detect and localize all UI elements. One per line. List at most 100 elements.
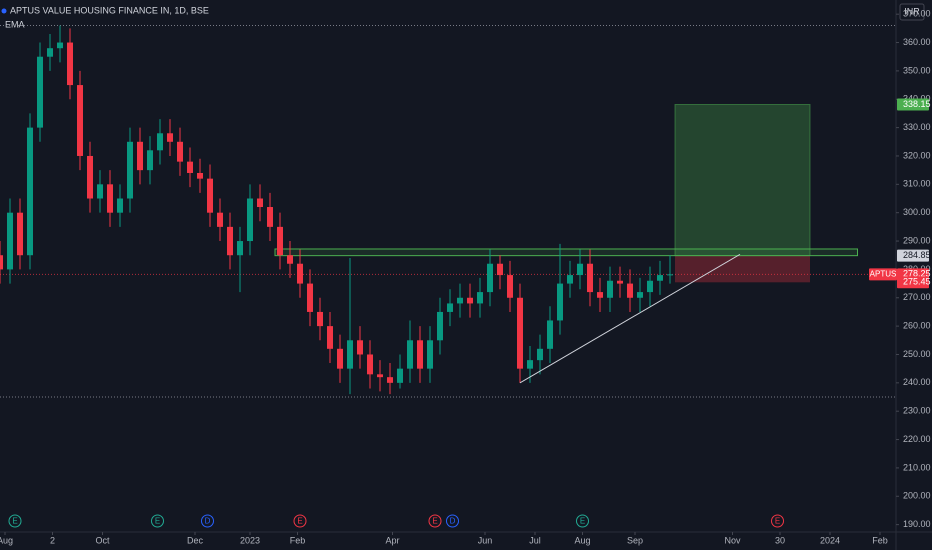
target-zone: [674, 104, 811, 257]
event-label[interactable]: E: [580, 517, 585, 526]
candle-body: [597, 292, 603, 298]
x-tick-label: Oct: [95, 535, 110, 545]
candle-body: [97, 184, 103, 199]
candle-body: [427, 340, 433, 369]
price-tag: [897, 98, 929, 111]
candle-body: [627, 283, 633, 298]
y-tick-label: 290.00: [903, 235, 931, 245]
candle-body: [157, 133, 163, 151]
candle-body: [237, 241, 243, 256]
candle-body: [547, 320, 553, 349]
y-tick-label: 230.00: [903, 406, 931, 416]
candle-body: [437, 311, 443, 341]
x-tick-label: 2024: [820, 535, 840, 545]
candle-body: [247, 198, 253, 242]
x-tick-label: Jun: [478, 535, 493, 545]
x-tick-label: Jul: [529, 535, 541, 545]
symbol-dot: [1, 8, 7, 14]
candle-body: [617, 280, 623, 284]
candle-body: [117, 198, 123, 213]
candle-body: [57, 42, 63, 49]
event-icon[interactable]: [151, 514, 164, 528]
x-tick-label: Aug: [0, 535, 13, 545]
event-icon[interactable]: [293, 514, 307, 528]
x-tick-label: Nov: [724, 535, 741, 545]
candle-body: [287, 255, 293, 264]
event-icon[interactable]: [8, 514, 22, 528]
y-tick-label: 270.00: [903, 292, 931, 302]
event-label[interactable]: E: [432, 517, 437, 526]
symbol-tag-label: APTUS: [870, 269, 897, 278]
event-icon[interactable]: [576, 514, 589, 528]
y-tick-label: 370.00: [903, 9, 931, 19]
x-tick-label: Dec: [187, 535, 204, 545]
trendline: [519, 253, 741, 384]
candle-body: [497, 263, 503, 276]
candle-body: [0, 255, 3, 270]
candle-body: [387, 377, 393, 383]
candle-body: [477, 292, 483, 304]
candle-body: [187, 161, 193, 173]
candle-body: [17, 212, 23, 256]
y-tick-label: 190.00: [903, 519, 931, 529]
event-icon[interactable]: [428, 514, 442, 528]
candle-body: [207, 178, 213, 213]
event-label[interactable]: D: [205, 517, 211, 526]
currency-label[interactable]: INR: [904, 6, 920, 16]
candle-body: [37, 56, 43, 128]
candle-body: [217, 212, 223, 227]
candle-body: [147, 150, 153, 171]
y-tick-label: 220.00: [903, 434, 931, 444]
candle-body: [197, 172, 203, 179]
y-tick-label: 260.00: [903, 320, 931, 330]
event-label[interactable]: E: [297, 517, 302, 526]
y-tick-label: 360.00: [903, 37, 931, 47]
y-tick-label: 200.00: [903, 491, 931, 501]
event-label[interactable]: E: [155, 517, 160, 526]
candle-body: [467, 297, 473, 304]
price-tag-label: 275.45: [903, 277, 931, 287]
event-icon[interactable]: [771, 514, 784, 528]
y-tick-label: 210.00: [903, 462, 931, 472]
currency-box[interactable]: [899, 3, 925, 21]
candle-body: [447, 303, 453, 312]
candle-body: [277, 226, 283, 256]
y-tick-label: 310.00: [903, 179, 931, 189]
candle-body: [487, 263, 493, 293]
event-icon[interactable]: [201, 514, 214, 528]
candle-body: [667, 274, 673, 276]
price-tag: [897, 276, 929, 289]
candle-body: [267, 207, 273, 227]
x-tick-label: Apr: [385, 535, 399, 545]
x-tick-label: 2: [50, 535, 55, 545]
candle-body: [457, 297, 463, 304]
candle-body: [377, 374, 383, 378]
candle-body: [577, 263, 583, 276]
y-tick-label: 350.00: [903, 65, 931, 75]
event-label[interactable]: E: [12, 517, 17, 526]
candle-body: [337, 348, 343, 369]
event-label[interactable]: E: [775, 517, 780, 526]
candle-body: [177, 141, 183, 162]
candle-body: [567, 275, 573, 284]
candle-body: [527, 360, 533, 369]
event-icon[interactable]: [446, 514, 459, 528]
price-tag: [897, 249, 929, 262]
symbol-tag: [869, 268, 897, 281]
candle-body: [327, 326, 333, 349]
x-tick-label: 2023: [240, 535, 260, 545]
chart-title: APTUS VALUE HOUSING FINANCE IN, 1D, BSE: [10, 5, 209, 15]
price-tag-label: 284.85: [903, 250, 931, 260]
y-tick-label: 330.00: [903, 122, 931, 132]
candle-body: [127, 141, 133, 199]
candle-body: [537, 348, 543, 361]
candle-body: [77, 85, 83, 156]
event-label[interactable]: D: [450, 517, 456, 526]
x-tick-label: Feb: [290, 535, 306, 545]
candle-body: [367, 354, 373, 375]
candle-body: [307, 283, 313, 312]
price-tag-label: 338.15: [903, 99, 931, 109]
candle-body: [317, 311, 323, 327]
